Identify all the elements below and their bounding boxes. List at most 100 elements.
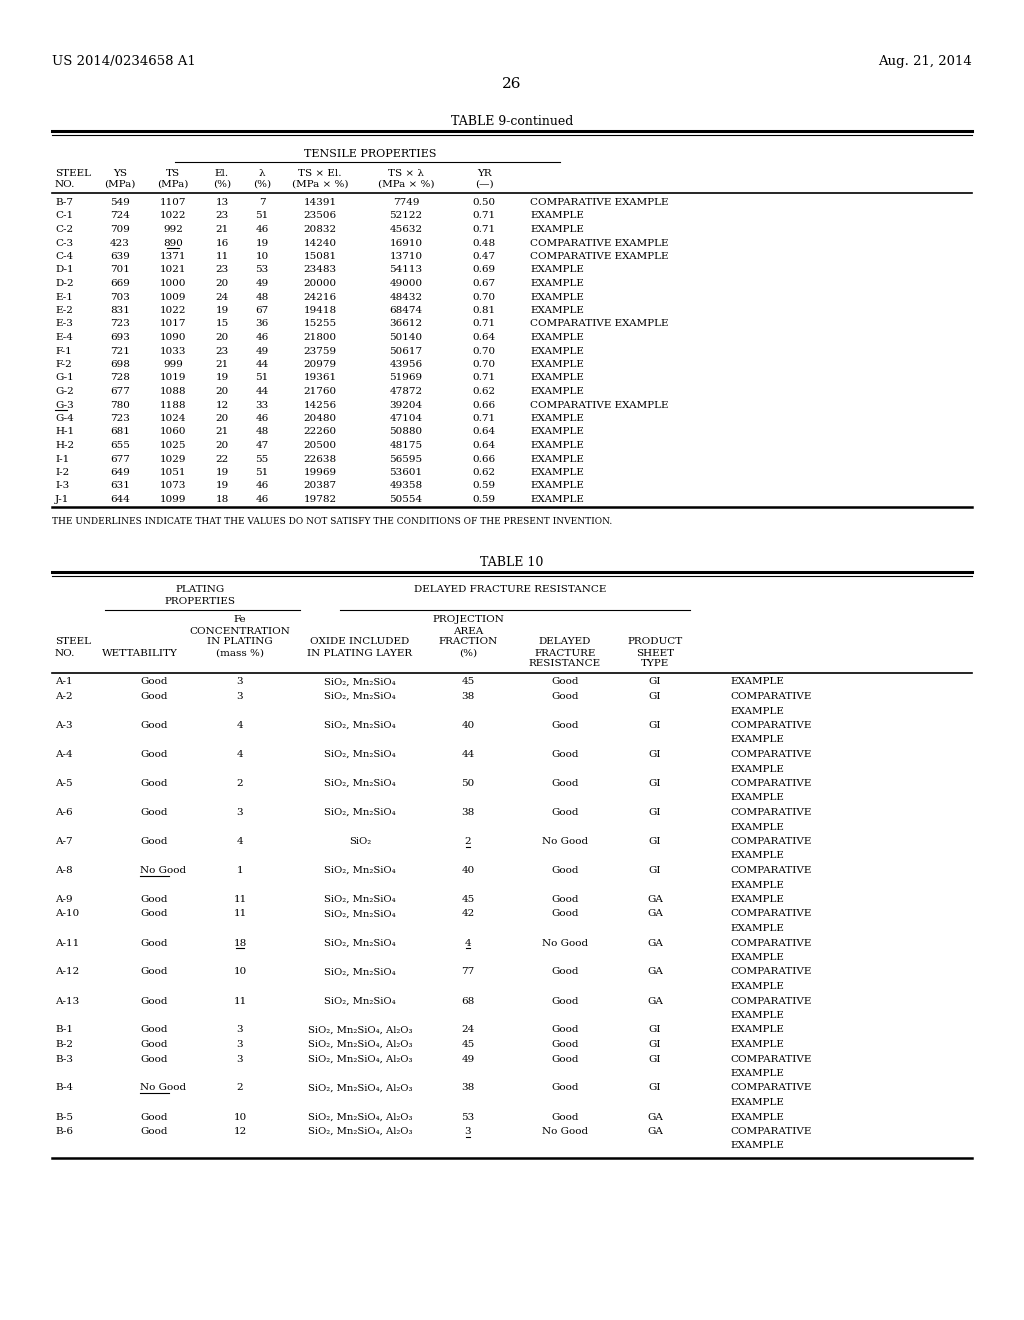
Text: (%): (%) (253, 180, 271, 189)
Text: 40: 40 (462, 866, 475, 875)
Text: SiO₂, Mn₂SiO₄, Al₂O₃: SiO₂, Mn₂SiO₄, Al₂O₃ (308, 1113, 413, 1122)
Text: 24: 24 (215, 293, 228, 301)
Text: EXAMPLE: EXAMPLE (730, 1026, 784, 1035)
Text: SiO₂, Mn₂SiO₄: SiO₂, Mn₂SiO₄ (325, 721, 396, 730)
Text: Good: Good (551, 1113, 579, 1122)
Text: F-2: F-2 (55, 360, 72, 370)
Text: 639: 639 (110, 252, 130, 261)
Text: COMPARATIVE: COMPARATIVE (730, 1084, 811, 1093)
Text: 33: 33 (255, 400, 268, 409)
Text: EXAMPLE: EXAMPLE (530, 469, 584, 477)
Text: A-6: A-6 (55, 808, 73, 817)
Text: 68: 68 (462, 997, 475, 1006)
Text: 7: 7 (259, 198, 265, 207)
Text: IN PLATING: IN PLATING (207, 638, 272, 647)
Text: (MPa): (MPa) (104, 180, 136, 189)
Text: 698: 698 (110, 360, 130, 370)
Text: EXAMPLE: EXAMPLE (730, 735, 784, 744)
Text: 4: 4 (237, 721, 244, 730)
Text: GA: GA (647, 909, 663, 919)
Text: COMPARATIVE: COMPARATIVE (730, 779, 811, 788)
Text: 831: 831 (110, 306, 130, 315)
Text: COMPARATIVE: COMPARATIVE (730, 968, 811, 977)
Text: Good: Good (140, 1055, 168, 1064)
Text: PRODUCT: PRODUCT (628, 638, 683, 647)
Text: COMPARATIVE: COMPARATIVE (730, 750, 811, 759)
Text: 4: 4 (237, 837, 244, 846)
Text: CONCENTRATION: CONCENTRATION (189, 627, 291, 635)
Text: 649: 649 (110, 469, 130, 477)
Text: 3: 3 (237, 1040, 244, 1049)
Text: 1022: 1022 (160, 306, 186, 315)
Text: No Good: No Good (140, 1084, 186, 1093)
Text: COMPARATIVE EXAMPLE: COMPARATIVE EXAMPLE (530, 319, 669, 329)
Text: SiO₂: SiO₂ (349, 837, 371, 846)
Text: 703: 703 (110, 293, 130, 301)
Text: COMPARATIVE EXAMPLE: COMPARATIVE EXAMPLE (530, 239, 669, 248)
Text: EXAMPLE: EXAMPLE (530, 224, 584, 234)
Text: H-2: H-2 (55, 441, 74, 450)
Text: EXAMPLE: EXAMPLE (730, 677, 784, 686)
Text: SHEET: SHEET (636, 648, 674, 657)
Text: SiO₂, Mn₂SiO₄: SiO₂, Mn₂SiO₄ (325, 997, 396, 1006)
Text: Good: Good (140, 968, 168, 977)
Text: 21: 21 (215, 360, 228, 370)
Text: COMPARATIVE: COMPARATIVE (730, 837, 811, 846)
Text: 49: 49 (462, 1055, 475, 1064)
Text: 19: 19 (215, 374, 228, 383)
Text: FRACTURE: FRACTURE (535, 648, 596, 657)
Text: 50140: 50140 (389, 333, 423, 342)
Text: 19361: 19361 (303, 374, 337, 383)
Text: 0.81: 0.81 (472, 306, 496, 315)
Text: 0.71: 0.71 (472, 374, 496, 383)
Text: 46: 46 (255, 482, 268, 491)
Text: 53601: 53601 (389, 469, 423, 477)
Text: G-1: G-1 (55, 374, 74, 383)
Text: TENSILE PROPERTIES: TENSILE PROPERTIES (304, 149, 436, 158)
Text: GI: GI (649, 1026, 662, 1035)
Text: 47104: 47104 (389, 414, 423, 422)
Text: B-4: B-4 (55, 1084, 73, 1093)
Text: A-8: A-8 (55, 866, 73, 875)
Text: 0.71: 0.71 (472, 414, 496, 422)
Text: IN PLATING LAYER: IN PLATING LAYER (307, 648, 413, 657)
Text: 669: 669 (110, 279, 130, 288)
Text: A-9: A-9 (55, 895, 73, 904)
Text: 709: 709 (110, 224, 130, 234)
Text: 43956: 43956 (389, 360, 423, 370)
Text: NO.: NO. (55, 648, 76, 657)
Text: 21: 21 (215, 224, 228, 234)
Text: 1000: 1000 (160, 279, 186, 288)
Text: Good: Good (551, 692, 579, 701)
Text: COMPARATIVE: COMPARATIVE (730, 721, 811, 730)
Text: 49: 49 (255, 346, 268, 355)
Text: I-1: I-1 (55, 454, 70, 463)
Text: COMPARATIVE: COMPARATIVE (730, 866, 811, 875)
Text: NO.: NO. (55, 180, 76, 189)
Text: A-13: A-13 (55, 997, 79, 1006)
Text: 51969: 51969 (389, 374, 423, 383)
Text: YR: YR (477, 169, 492, 178)
Text: 19: 19 (215, 469, 228, 477)
Text: A-10: A-10 (55, 909, 79, 919)
Text: 0.70: 0.70 (472, 346, 496, 355)
Text: 20387: 20387 (303, 482, 337, 491)
Text: 23: 23 (215, 211, 228, 220)
Text: TYPE: TYPE (641, 660, 669, 668)
Text: 15: 15 (215, 319, 228, 329)
Text: COMPARATIVE: COMPARATIVE (730, 692, 811, 701)
Text: A-2: A-2 (55, 692, 73, 701)
Text: 36: 36 (255, 319, 268, 329)
Text: STEEL: STEEL (55, 638, 91, 647)
Text: GA: GA (647, 939, 663, 948)
Text: GI: GI (649, 837, 662, 846)
Text: SiO₂, Mn₂SiO₄: SiO₂, Mn₂SiO₄ (325, 808, 396, 817)
Text: (MPa): (MPa) (158, 180, 188, 189)
Text: GI: GI (649, 1084, 662, 1093)
Text: WETTABILITY: WETTABILITY (102, 648, 178, 657)
Text: COMPARATIVE: COMPARATIVE (730, 1127, 811, 1137)
Text: Good: Good (140, 895, 168, 904)
Text: 0.71: 0.71 (472, 319, 496, 329)
Text: 655: 655 (110, 441, 130, 450)
Text: 20000: 20000 (303, 279, 337, 288)
